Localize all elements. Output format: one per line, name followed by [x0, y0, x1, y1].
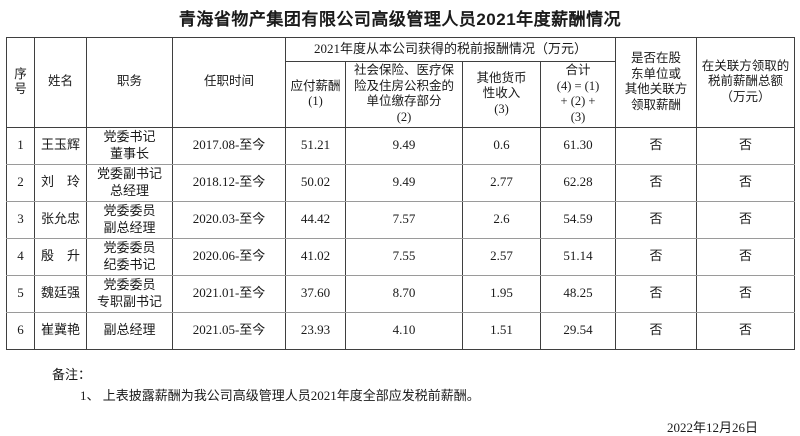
cell-social: 7.55 [345, 237, 463, 276]
cell-name: 王玉辉 [34, 126, 87, 165]
cell-position: 党委委员 纪委书记 [86, 237, 173, 276]
table-row: 6 崔冀艳 副总经理 2021.05-至今 23.93 4.10 1.51 29… [6, 311, 796, 350]
cell-social: 8.70 [345, 274, 463, 313]
header-no: 序 号 [6, 37, 35, 128]
header-total: 合计 (4) = (1) + (2) + (3) [539, 61, 617, 128]
cell-position: 党委委员 专职副书记 [86, 274, 173, 313]
cell-no: 4 [6, 237, 35, 276]
salary-table: 序 号 姓名 职务 任职时间 2021年度从本公司获得的税前报酬情况（万元） 是… [6, 37, 796, 350]
cell-related: 否 [696, 274, 796, 313]
table-row: 1 王玉辉 党委书记 董事长 2017.08-至今 51.21 9.49 0.6… [6, 126, 796, 165]
cell-total: 29.54 [539, 311, 617, 350]
cell-tenure: 2020.03-至今 [172, 200, 286, 239]
cell-tenure: 2021.05-至今 [172, 311, 286, 350]
cell-related: 否 [696, 126, 796, 165]
table-row: 3 张允忠 党委委员 副总经理 2020.03-至今 44.42 7.57 2.… [6, 200, 796, 239]
cell-position: 党委书记 董事长 [86, 126, 173, 165]
cell-payable: 23.93 [285, 311, 346, 350]
cell-related: 否 [696, 311, 796, 350]
cell-other: 2.57 [462, 237, 541, 276]
cell-position: 副总经理 [86, 311, 173, 350]
table-row: 2 刘 玲 党委副书记 总经理 2018.12-至今 50.02 9.49 2.… [6, 163, 796, 202]
cell-tenure: 2018.12-至今 [172, 163, 286, 202]
cell-shareholder: 否 [615, 200, 698, 239]
cell-name: 张允忠 [34, 200, 87, 239]
header-related: 在关联方领取的 税前薪酬总额 （万元） [696, 37, 796, 128]
cell-name: 殷 升 [34, 237, 87, 276]
cell-tenure: 2020.06-至今 [172, 237, 286, 276]
cell-payable: 50.02 [285, 163, 346, 202]
cell-related: 否 [696, 163, 796, 202]
cell-other: 0.6 [462, 126, 541, 165]
table-row: 4 殷 升 党委委员 纪委书记 2020.06-至今 41.02 7.55 2.… [6, 237, 796, 276]
cell-total: 54.59 [539, 200, 617, 239]
cell-related: 否 [696, 200, 796, 239]
cell-tenure: 2021.01-至今 [172, 274, 286, 313]
cell-other: 2.77 [462, 163, 541, 202]
cell-shareholder: 否 [615, 274, 698, 313]
cell-no: 1 [6, 126, 35, 165]
header-position: 职务 [86, 37, 173, 128]
cell-total: 62.28 [539, 163, 617, 202]
cell-total: 61.30 [539, 126, 617, 165]
cell-name: 崔冀艳 [34, 311, 87, 350]
cell-payable: 44.42 [285, 200, 346, 239]
cell-name: 刘 玲 [34, 163, 87, 202]
cell-position: 党委副书记 总经理 [86, 163, 173, 202]
cell-shareholder: 否 [615, 163, 698, 202]
header-payable: 应付薪酬 (1) [285, 61, 346, 128]
header-social: 社会保险、医疗保 险及住房公积金的 单位缴存部分 (2) [345, 61, 463, 128]
header-shareholder: 是否在股 东单位或 其他关联方 领取薪酬 [615, 37, 698, 128]
cell-related: 否 [696, 237, 796, 276]
cell-social: 4.10 [345, 311, 463, 350]
cell-tenure: 2017.08-至今 [172, 126, 286, 165]
cell-social: 9.49 [345, 126, 463, 165]
cell-other: 1.95 [462, 274, 541, 313]
cell-no: 5 [6, 274, 35, 313]
header-group: 2021年度从本公司获得的税前报酬情况（万元） [284, 37, 617, 62]
header-row-1: 序 号 姓名 职务 任职时间 2021年度从本公司获得的税前报酬情况（万元） 是… [6, 37, 796, 128]
cell-no: 6 [6, 311, 35, 350]
cell-no: 2 [6, 163, 35, 202]
cell-social: 7.57 [345, 200, 463, 239]
cell-shareholder: 否 [615, 311, 698, 350]
cell-payable: 41.02 [285, 237, 346, 276]
header-row-2: 应付薪酬 (1) 社会保险、医疗保 险及住房公积金的 单位缴存部分 (2) 其他… [7, 61, 795, 128]
header-tenure: 任职时间 [172, 37, 286, 128]
cell-shareholder: 否 [615, 126, 698, 165]
cell-total: 51.14 [539, 237, 617, 276]
cell-other: 1.51 [462, 311, 541, 350]
header-other: 其他货币 性收入 (3) [462, 61, 541, 128]
cell-position: 党委委员 副总经理 [86, 200, 173, 239]
cell-payable: 37.60 [285, 274, 346, 313]
document-date: 2022年12月26日 [666, 419, 758, 435]
cell-social: 9.49 [345, 163, 463, 202]
cell-total: 48.25 [539, 274, 617, 313]
notes-section: 备注： 1、 上表披露薪酬为我公司高级管理人员2021年度全部应发税前薪酬。 [52, 366, 800, 405]
page-title: 青海省物产集团有限公司高级管理人员2021年度薪酬情况 [178, 10, 622, 29]
notes-label: 备注： [52, 366, 92, 382]
header-name: 姓名 [34, 37, 87, 128]
cell-name: 魏廷强 [34, 274, 87, 313]
cell-shareholder: 否 [615, 237, 698, 276]
table-row: 5 魏廷强 党委委员 专职副书记 2021.01-至今 37.60 8.70 1… [6, 274, 796, 313]
note-item: 1、 上表披露薪酬为我公司高级管理人员2021年度全部应发税前薪酬。 [80, 388, 480, 404]
cell-payable: 51.21 [285, 126, 346, 165]
cell-other: 2.6 [462, 200, 541, 239]
cell-no: 3 [6, 200, 35, 239]
